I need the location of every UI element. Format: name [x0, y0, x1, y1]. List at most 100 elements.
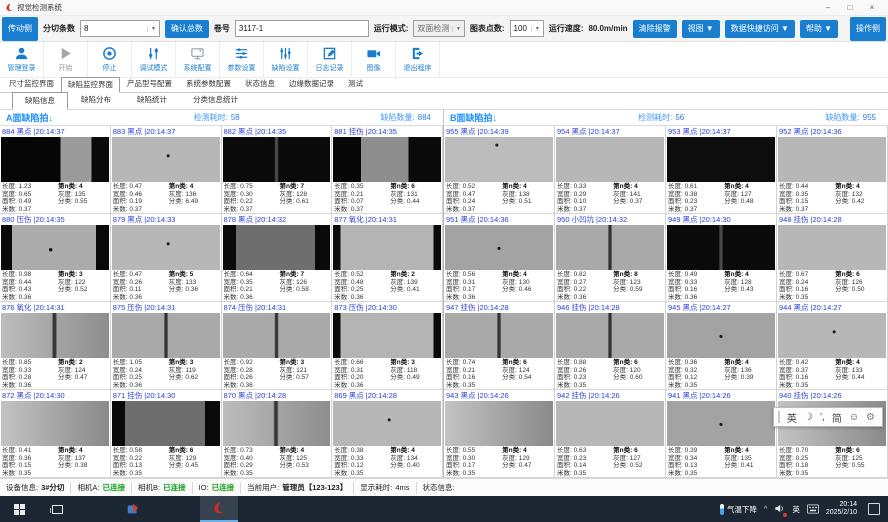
minimize-button[interactable]: –: [825, 2, 831, 12]
defect-cell[interactable]: 878 黑点 | 20:14:32 长度: 0.64 宽度: 0.35 面积: 0…: [221, 214, 333, 302]
roll-number-input[interactable]: 3117-1: [234, 20, 369, 37]
defect-cell[interactable]: 872 黑点 | 20:14:30 长度: 0.41 宽度: 0.36 面积: 0…: [0, 390, 111, 478]
defect-cell[interactable]: 940 挂伤 | 20:14:26 长度: 0.70 宽度: 0.25 面积: 0…: [777, 390, 888, 478]
defect-image[interactable]: [1, 224, 109, 271]
close-button[interactable]: ×: [869, 2, 875, 12]
chart-points-select[interactable]: 100 ▼: [509, 20, 544, 37]
defect-image[interactable]: [778, 224, 886, 271]
defect-image[interactable]: [333, 400, 441, 447]
defect-image[interactable]: [1, 312, 109, 359]
defect-cell[interactable]: 955 黑点 | 20:14:39 长度: 0.52 宽度: 0.47 面积: 0…: [444, 126, 555, 214]
subtab-defect-distribution[interactable]: 缺陷分布: [81, 95, 111, 104]
defect-cell[interactable]: 881 挂伤 | 20:14:35 长度: 0.35 宽度: 0.21 面积: 0…: [332, 126, 443, 214]
defect-cell[interactable]: 942 挂伤 | 20:14:26 长度: 0.63 宽度: 0.23 面积: 0…: [555, 390, 666, 478]
subtab-defect-info[interactable]: 缺陷信息: [12, 92, 68, 110]
ime-simplified-toggle[interactable]: 简: [831, 413, 842, 425]
defect-cell[interactable]: 952 黑点 | 20:14:36 长度: 0.44 宽度: 0.35 面积: 0…: [777, 126, 888, 214]
input-language-indicator[interactable]: 英: [792, 504, 800, 514]
keyboard-icon[interactable]: [806, 504, 819, 514]
defect-image[interactable]: [445, 224, 553, 271]
operator-side-button[interactable]: 操作侧: [850, 16, 886, 41]
defect-image[interactable]: [667, 400, 775, 447]
moon-icon[interactable]: ☽: [803, 411, 813, 423]
defect-cell[interactable]: 943 黑点 | 20:14:26 长度: 0.55 宽度: 0.30 面积: 0…: [444, 390, 555, 478]
defect-image[interactable]: [556, 224, 664, 271]
defect-cell[interactable]: 883 黑点 | 20:14:37 长度: 0.47 宽度: 0.46 面积: 0…: [110, 126, 222, 214]
debug-mode-button[interactable]: 调试模式: [132, 42, 176, 77]
defect-image[interactable]: [111, 224, 220, 271]
ime-punct-toggle[interactable]: ’,: [819, 411, 825, 423]
defect-image[interactable]: [556, 136, 664, 183]
defect-image[interactable]: [556, 400, 664, 447]
defect-cell[interactable]: 877 氧化 | 20:14:31 长度: 0.52 宽度: 0.48 面积: 0…: [332, 214, 443, 302]
defect-cell[interactable]: 873 压伤 | 20:14:30 长度: 0.66 宽度: 0.31 面积: 0…: [332, 302, 443, 390]
stop-button[interactable]: 停止: [88, 42, 132, 77]
tab-test[interactable]: 测试: [348, 79, 363, 88]
defect-image[interactable]: [111, 136, 220, 183]
image-button[interactable]: 图像: [352, 42, 396, 77]
defect-cell[interactable]: 869 黑点 | 20:14:28 长度: 0.38 宽度: 0.33 面积: 0…: [332, 390, 443, 478]
admin-login-button[interactable]: 管理登录: [0, 42, 44, 77]
defect-cell[interactable]: 944 黑点 | 20:14:27 长度: 0.42 宽度: 0.37 面积: 0…: [777, 302, 888, 390]
start-menu-button[interactable]: [0, 496, 38, 522]
emoji-icon[interactable]: ☺: [848, 411, 860, 423]
log-record-button[interactable]: 日志记录: [308, 42, 352, 77]
defect-cell[interactable]: 953 黑点 | 20:14:37 长度: 0.61 宽度: 0.38 面积: 0…: [666, 126, 777, 214]
defect-image[interactable]: [333, 312, 441, 359]
defect-image[interactable]: [667, 136, 775, 183]
defect-cell[interactable]: 950 小凹坑 | 20:14:32 长度: 0.82 宽度: 0.27 面积: …: [555, 214, 666, 302]
defect-cell[interactable]: 880 压伤 | 20:14:35 长度: 0.98 宽度: 0.44 面积: 0…: [0, 214, 111, 302]
start-button[interactable]: 开始: [44, 42, 88, 77]
defect-image[interactable]: [778, 136, 886, 183]
defect-cell[interactable]: 947 挂伤 | 20:14:28 长度: 0.74 宽度: 0.21 面积: 0…: [444, 302, 555, 390]
tab-system-param-config[interactable]: 系统参数配置: [186, 79, 231, 88]
defect-cell[interactable]: 870 黑点 | 20:14:28 长度: 0.73 宽度: 0.40 面积: 0…: [221, 390, 333, 478]
defect-image[interactable]: [778, 312, 886, 359]
defect-image[interactable]: [222, 312, 331, 359]
action-center-button[interactable]: [868, 503, 880, 515]
defect-cell[interactable]: 951 黑点 | 20:14:36 长度: 0.56 宽度: 0.31 面积: 0…: [444, 214, 555, 302]
defect-cell[interactable]: 884 黑点 | 20:14:37 长度: 1.23 宽度: 0.65 面积: 0…: [0, 126, 111, 214]
task-view-button[interactable]: [38, 496, 76, 522]
defect-cell[interactable]: 876 氧化 | 20:14:31 长度: 0.85 宽度: 0.33 面积: 0…: [0, 302, 111, 390]
defect-image[interactable]: [667, 312, 775, 359]
tab-defect-monitor[interactable]: 缺陷监控界面: [61, 77, 120, 93]
gear-icon[interactable]: ⚙: [866, 411, 875, 423]
clock-widget[interactable]: 20:14 2025/2/10: [826, 501, 857, 517]
defect-image[interactable]: [222, 136, 331, 183]
subtab-classification-statistics[interactable]: 分类信息统计: [193, 95, 238, 104]
ime-grip[interactable]: [777, 411, 780, 423]
defect-image[interactable]: [1, 136, 109, 183]
defect-image[interactable]: [445, 400, 553, 447]
defect-cell[interactable]: 875 压伤 | 20:14:31 长度: 1.05 宽度: 0.24 面积: 0…: [110, 302, 222, 390]
parameter-settings-button[interactable]: 参数设置: [220, 42, 264, 77]
slit-count-select[interactable]: 8 ▼: [80, 20, 160, 37]
ime-lang-toggle[interactable]: 英: [786, 413, 797, 425]
defect-cell[interactable]: 949 黑点 | 20:14:30 长度: 0.49 宽度: 0.33 面积: 0…: [666, 214, 777, 302]
taskbar-app-button[interactable]: [114, 496, 152, 522]
confirm-total-button[interactable]: 确认总数: [164, 19, 209, 38]
defect-cell[interactable]: 882 黑点 | 20:14:35 长度: 0.75 宽度: 0.30 面积: 0…: [221, 126, 333, 214]
tab-product-model-config[interactable]: 产品型号配置: [127, 79, 172, 88]
defect-image[interactable]: [445, 312, 553, 359]
system-config-button[interactable]: 系统配置: [176, 42, 220, 77]
data-shortcut-menu-button[interactable]: 数据快捷访问 ▼: [724, 19, 795, 38]
defect-image[interactable]: [667, 224, 775, 271]
defect-image[interactable]: [445, 136, 553, 183]
clear-alarm-button[interactable]: 清除报警: [632, 19, 677, 38]
drive-side-button[interactable]: 传动侧: [2, 16, 38, 41]
defect-image[interactable]: [333, 136, 441, 183]
tab-edge-data-record[interactable]: 边缘数据记录: [289, 79, 334, 88]
defect-cell[interactable]: 871 挂伤 | 20:14:30 长度: 0.58 宽度: 0.22 面积: 0…: [110, 390, 222, 478]
volume-button[interactable]: [774, 503, 788, 517]
defect-cell[interactable]: 874 压伤 | 20:14:31 长度: 0.92 宽度: 0.28 面积: 0…: [221, 302, 333, 390]
defect-image[interactable]: [111, 312, 220, 359]
weather-widget[interactable]: 气温下降: [720, 503, 757, 515]
defect-settings-button[interactable]: 缺陷设置: [264, 42, 308, 77]
subtab-defect-statistics[interactable]: 缺陷统计: [137, 95, 167, 104]
taskbar-detection-app-button[interactable]: [200, 496, 238, 522]
defect-image[interactable]: [222, 400, 331, 447]
defect-cell[interactable]: 948 挂伤 | 20:14:28 长度: 0.67 宽度: 0.24 面积: 0…: [777, 214, 888, 302]
defect-cell[interactable]: 946 挂伤 | 20:14:28 长度: 0.88 宽度: 0.26 面积: 0…: [555, 302, 666, 390]
view-menu-button[interactable]: 视图 ▼: [681, 19, 720, 38]
